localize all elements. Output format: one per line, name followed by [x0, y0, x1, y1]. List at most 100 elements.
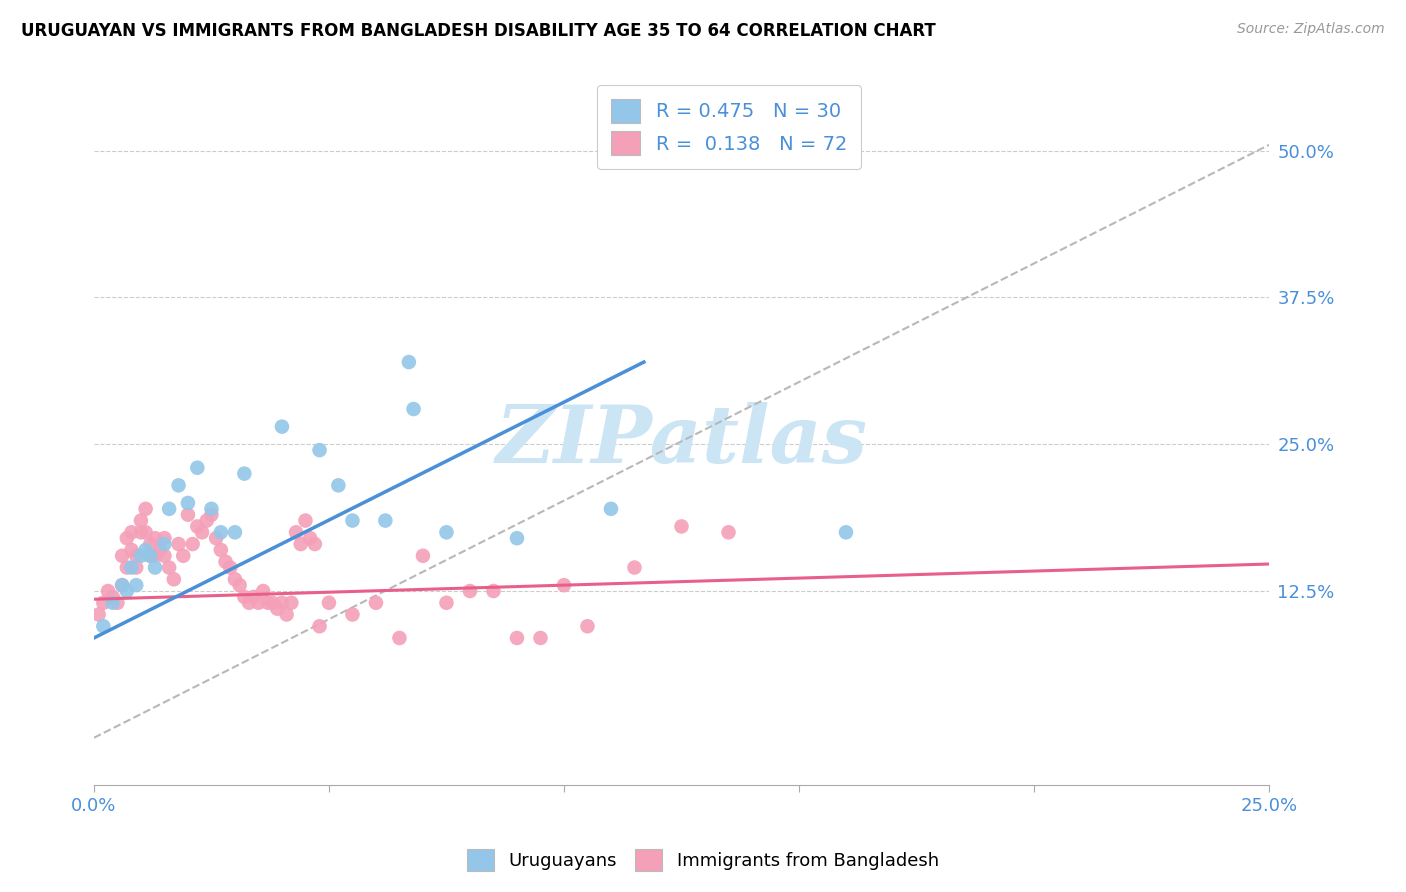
Point [167, 537, 190, 551]
Point [163, 572, 186, 586]
Point [342, 514, 364, 528]
Point [177, 496, 200, 510]
Point [91, 596, 114, 610]
Point [458, 584, 481, 599]
Point [186, 519, 208, 533]
Point [271, 419, 294, 434]
Point [436, 596, 458, 610]
Point [149, 543, 172, 558]
Point [242, 590, 264, 604]
Point [285, 525, 308, 540]
Point [125, 578, 148, 592]
Point [835, 525, 858, 540]
Point [436, 525, 458, 540]
Point [153, 549, 176, 563]
Point [172, 549, 194, 563]
Point [266, 601, 288, 615]
Point [209, 525, 232, 540]
Text: Source: ZipAtlas.com: Source: ZipAtlas.com [1237, 22, 1385, 37]
Point [506, 531, 529, 545]
Point [115, 560, 138, 574]
Point [101, 596, 124, 610]
Text: ZIPatlas: ZIPatlas [495, 402, 868, 480]
Point [233, 590, 256, 604]
Text: URUGUAYAN VS IMMIGRANTS FROM BANGLADESH DISABILITY AGE 35 TO 64 CORRELATION CHAR: URUGUAYAN VS IMMIGRANTS FROM BANGLADESH … [21, 22, 936, 40]
Point [252, 584, 274, 599]
Point [153, 531, 176, 545]
Point [398, 355, 420, 369]
Point [143, 531, 166, 545]
Point [271, 596, 294, 610]
Legend: R = 0.475   N = 30, R =  0.138   N = 72: R = 0.475 N = 30, R = 0.138 N = 72 [598, 86, 860, 169]
Point [111, 549, 134, 563]
Point [299, 531, 322, 545]
Point [186, 460, 208, 475]
Point [111, 578, 134, 592]
Point [308, 443, 330, 458]
Point [200, 501, 222, 516]
Point [342, 607, 364, 622]
Point [209, 543, 232, 558]
Point [304, 537, 326, 551]
Point [238, 596, 260, 610]
Point [224, 572, 246, 586]
Point [129, 525, 152, 540]
Point [111, 578, 134, 592]
Point [143, 560, 166, 574]
Point [157, 560, 180, 574]
Point [228, 578, 250, 592]
Point [181, 537, 204, 551]
Point [139, 537, 162, 551]
Point [219, 560, 242, 574]
Point [121, 560, 143, 574]
Point [224, 525, 246, 540]
Point [135, 501, 157, 516]
Point [257, 596, 280, 610]
Point [328, 478, 350, 492]
Point [402, 402, 425, 417]
Point [205, 531, 228, 545]
Point [600, 501, 623, 516]
Point [506, 631, 529, 645]
Point [167, 478, 190, 492]
Point [290, 537, 312, 551]
Point [107, 596, 129, 610]
Point [576, 619, 599, 633]
Point [276, 607, 298, 622]
Point [195, 514, 218, 528]
Point [233, 467, 256, 481]
Point [388, 631, 411, 645]
Point [121, 525, 143, 540]
Point [135, 543, 157, 558]
Point [553, 578, 575, 592]
Legend: Uruguayans, Immigrants from Bangladesh: Uruguayans, Immigrants from Bangladesh [460, 842, 946, 879]
Point [135, 525, 157, 540]
Point [87, 607, 110, 622]
Point [139, 549, 162, 563]
Point [374, 514, 396, 528]
Point [280, 596, 302, 610]
Point [308, 619, 330, 633]
Point [129, 549, 152, 563]
Point [115, 531, 138, 545]
Point [529, 631, 551, 645]
Point [129, 514, 152, 528]
Point [623, 560, 645, 574]
Point [262, 596, 284, 610]
Point [97, 584, 120, 599]
Point [671, 519, 693, 533]
Point [157, 501, 180, 516]
Point [143, 549, 166, 563]
Point [91, 619, 114, 633]
Point [115, 584, 138, 599]
Point [482, 584, 505, 599]
Point [191, 525, 214, 540]
Point [200, 508, 222, 522]
Point [247, 596, 270, 610]
Point [125, 549, 148, 563]
Point [214, 555, 236, 569]
Point [318, 596, 340, 610]
Point [101, 590, 124, 604]
Point [412, 549, 434, 563]
Point [125, 560, 148, 574]
